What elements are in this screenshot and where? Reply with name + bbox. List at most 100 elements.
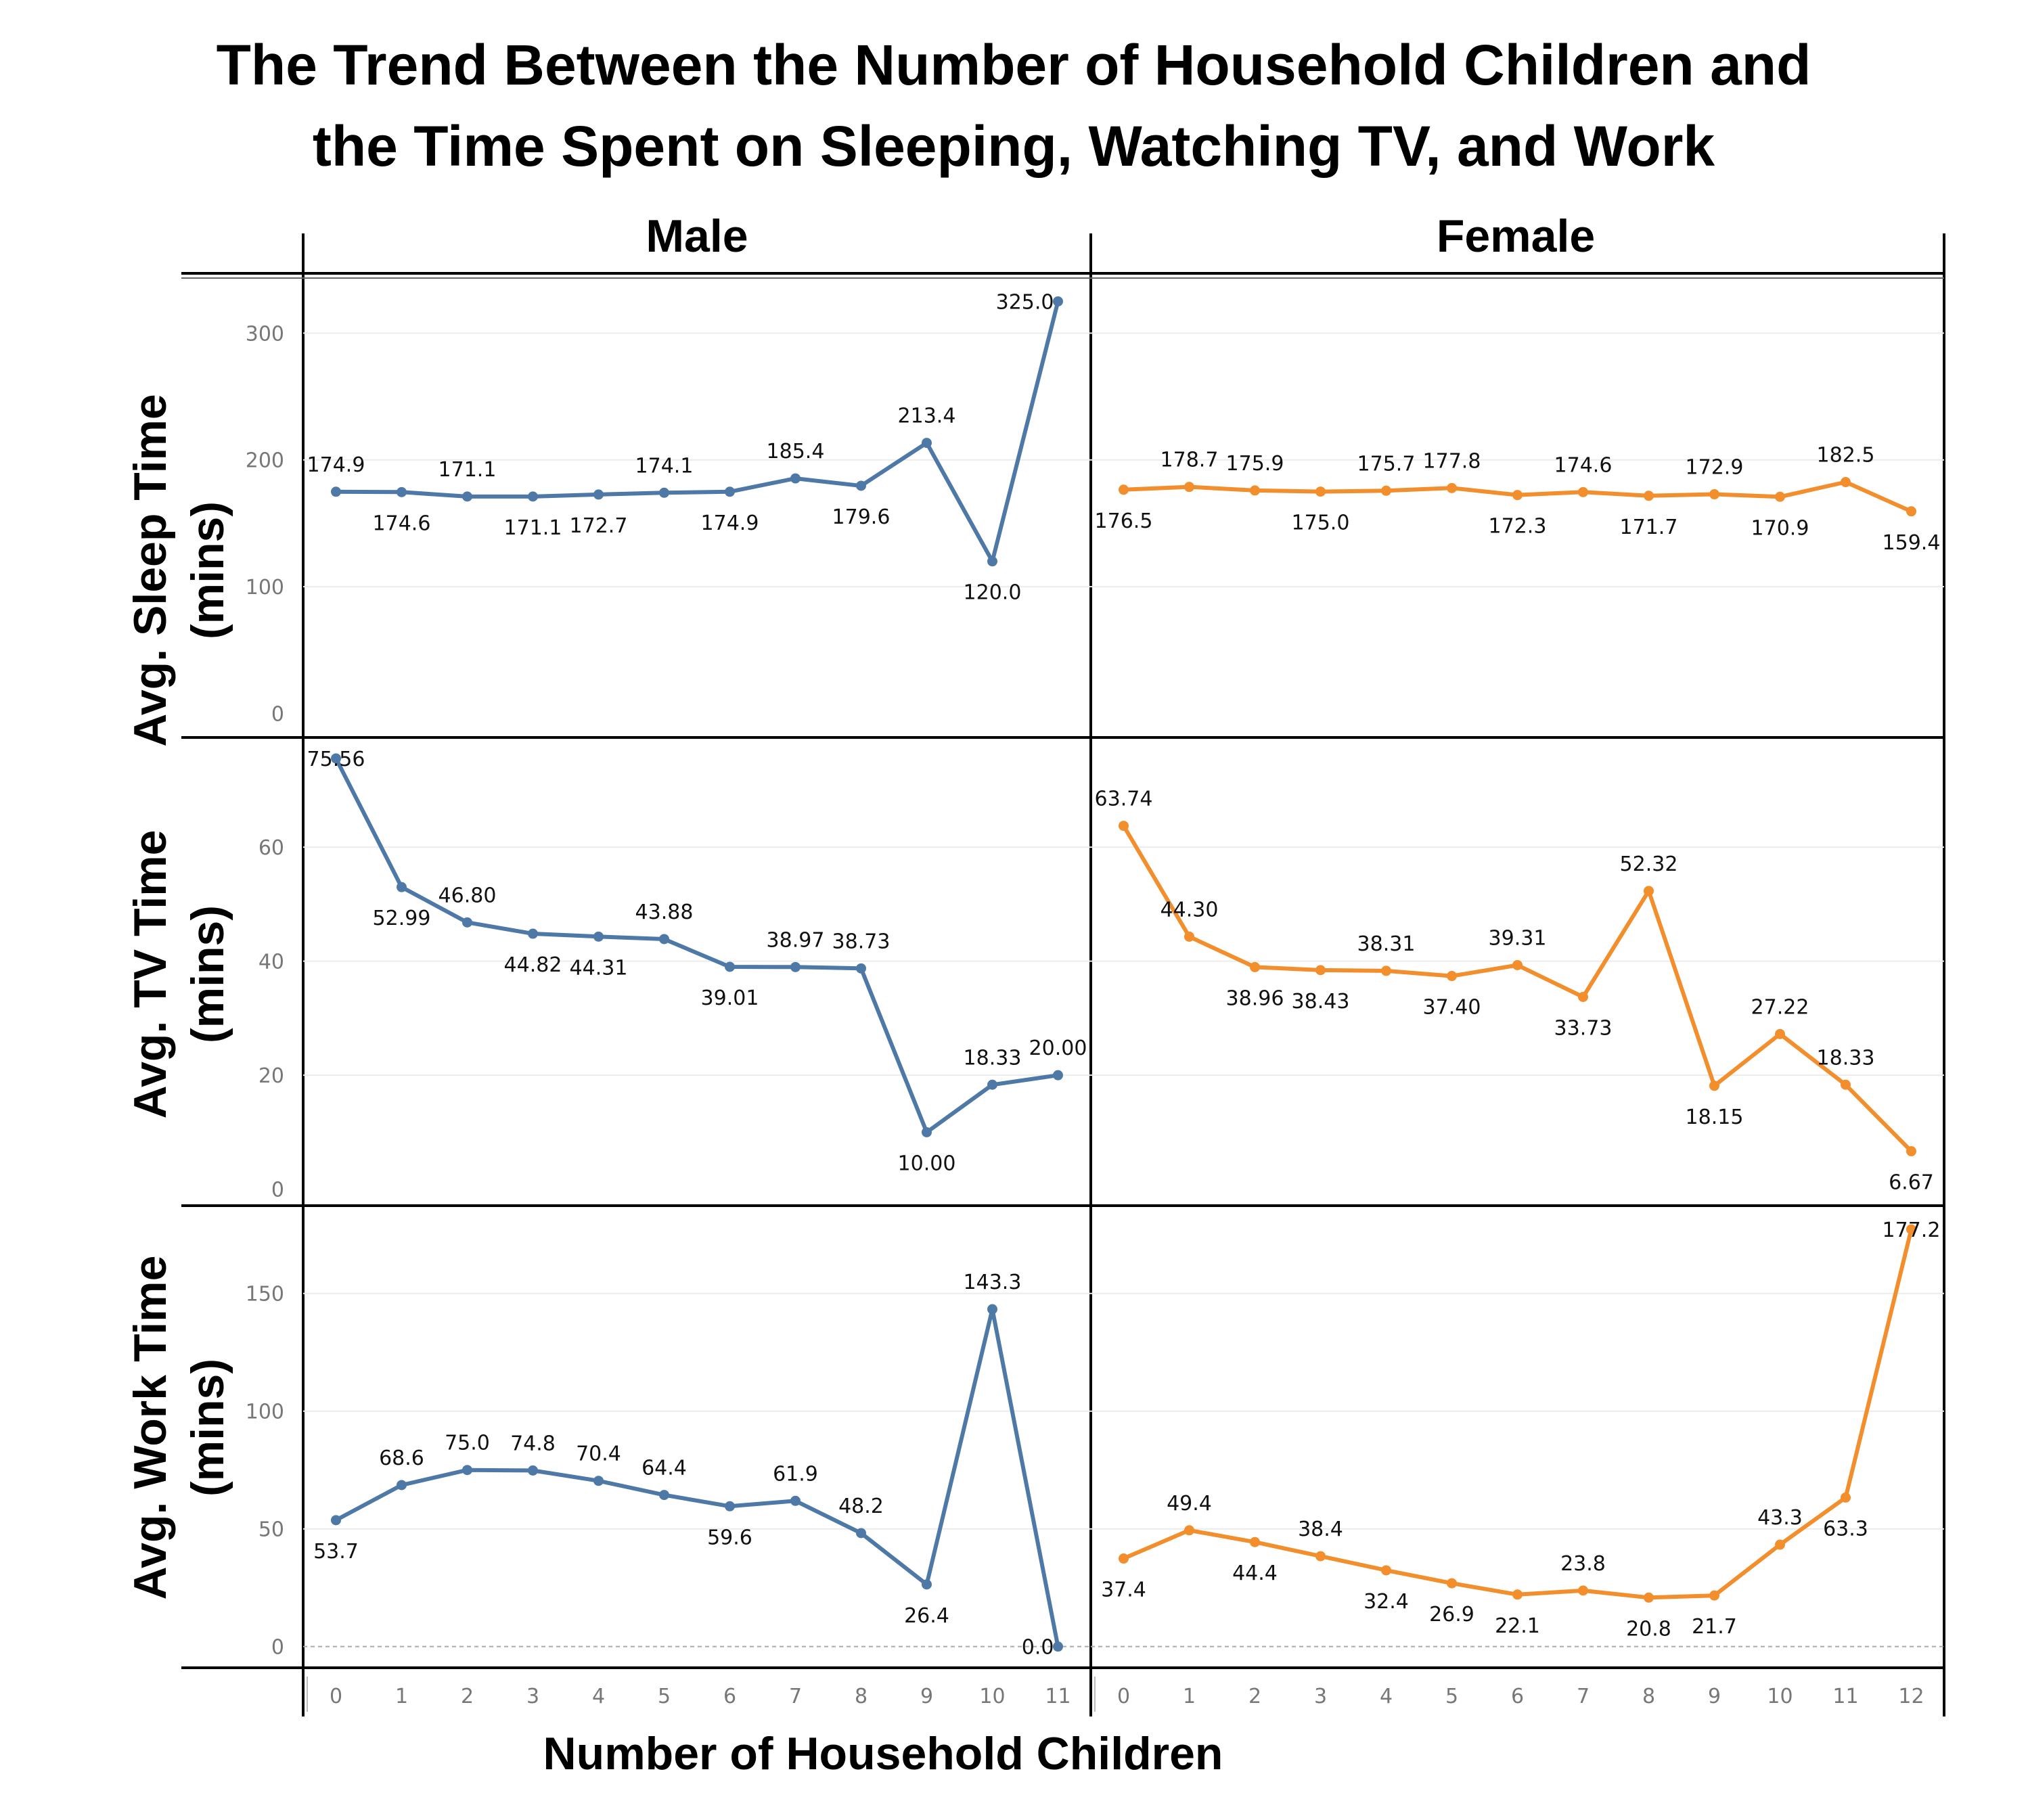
data-point	[1709, 1590, 1719, 1601]
y-tick-label: 0	[271, 703, 284, 727]
x-tick-label: 0	[1117, 1685, 1130, 1708]
data-point	[1315, 486, 1326, 497]
y-tick-label: 0	[271, 1636, 284, 1660]
data-point	[922, 1579, 932, 1590]
data-label: 44.82	[504, 953, 562, 977]
data-label: 143.3	[964, 1271, 1022, 1294]
data-point	[1709, 1080, 1719, 1091]
data-point	[397, 882, 407, 892]
data-label: 171.1	[438, 458, 497, 482]
data-label: 10.00	[898, 1152, 956, 1175]
data-point	[1250, 485, 1260, 496]
row-header-work: Avg. Work Time (mins)	[125, 1256, 233, 1600]
data-label: 44.30	[1161, 898, 1219, 922]
x-tick-label: 3	[1314, 1685, 1327, 1708]
x-tick-label: 1	[395, 1685, 408, 1708]
data-point	[922, 1127, 932, 1137]
x-axis-title: Number of Household Children	[543, 1728, 1223, 1779]
x-tick-label: 0	[330, 1685, 342, 1708]
data-label: 38.4	[1298, 1518, 1343, 1541]
y-tick-label: 150	[246, 1283, 284, 1306]
data-label: 38.96	[1226, 986, 1284, 1010]
row-header-tv: Avg. TV Time (mins)	[125, 830, 233, 1119]
data-label: 18.33	[1817, 1046, 1875, 1070]
data-label: 176.5	[1095, 509, 1153, 533]
data-label: 177.2	[1883, 1219, 1941, 1242]
data-point	[987, 1079, 997, 1090]
data-point	[1512, 959, 1523, 970]
x-tick-label: 10	[1767, 1685, 1793, 1708]
data-point	[922, 438, 932, 449]
x-tick-label: 6	[723, 1685, 736, 1708]
data-point	[331, 486, 341, 497]
data-label: 52.99	[373, 907, 431, 930]
data-label: 177.8	[1423, 449, 1481, 473]
series-line-male	[334, 757, 1058, 1135]
data-point	[1906, 1146, 1916, 1157]
x-tick-label: 12	[1898, 1685, 1924, 1708]
data-label: 59.6	[707, 1526, 752, 1549]
data-point	[1447, 1578, 1457, 1589]
data-label: 46.80	[438, 884, 497, 907]
data-label: 64.4	[641, 1457, 687, 1480]
data-point	[1119, 821, 1129, 832]
data-point	[1644, 886, 1654, 896]
x-tick-label: 4	[592, 1685, 605, 1708]
data-point	[1315, 1551, 1326, 1562]
panel-female-0: 176.5 178.7 175.9 175.0 175.7 177.8 172.3 174.6…	[1091, 332, 1944, 588]
data-label: 61.9	[773, 1462, 818, 1486]
data-point	[1709, 489, 1719, 500]
data-point	[1053, 1641, 1063, 1652]
data-label: 74.8	[510, 1432, 556, 1455]
x-tick-label: 10	[979, 1685, 1005, 1708]
data-point	[1184, 1525, 1194, 1536]
data-label: 38.31	[1357, 932, 1416, 956]
data-label: 171.7	[1620, 516, 1678, 539]
x-tick-label: 8	[1642, 1685, 1655, 1708]
data-label: 159.4	[1883, 531, 1941, 555]
data-point	[790, 961, 801, 972]
data-label: 174.1	[635, 454, 694, 478]
data-label: 44.4	[1232, 1562, 1278, 1585]
series-line-female	[1123, 1229, 1914, 1600]
y-tick-label: 0	[271, 1179, 284, 1202]
x-tick-label: 11	[1045, 1685, 1071, 1708]
data-label: 213.4	[898, 405, 956, 428]
panel-male-0: 0 100 200 300 174.9 174.6 171.1 171.1 172.7 174.1…	[246, 290, 1091, 727]
data-label: 43.88	[635, 901, 694, 924]
data-point	[659, 1490, 669, 1501]
y-tick-label: 300	[246, 322, 284, 346]
data-label: 175.9	[1226, 452, 1284, 476]
data-label: 75.56	[307, 748, 365, 771]
x-tick-label: 7	[1577, 1685, 1590, 1708]
data-label: 75.0	[445, 1432, 490, 1455]
data-label: 175.0	[1292, 511, 1350, 535]
row-header-sleep-line-1: Avg. Sleep Time	[125, 394, 176, 747]
data-label: 174.9	[307, 453, 365, 477]
y-tick-label: 60	[258, 836, 284, 860]
data-point	[1841, 477, 1851, 488]
data-label: 179.6	[832, 505, 891, 529]
x-tick-label: 8	[855, 1685, 867, 1708]
panel-male-1: 0 20 40 60 75.56 52.99 46.80 44.82 44.31 43.88 39.…	[258, 748, 1091, 1202]
data-point	[1775, 491, 1785, 502]
data-point	[462, 1465, 472, 1476]
data-label: 70.4	[576, 1442, 621, 1466]
row-header-tv-line-2: (mins)	[182, 905, 233, 1043]
panel-female-2: 0 1 2 3 4 5 6 7 8 9 10 11 1237.449.444.438.432.426.9…	[1091, 1219, 1944, 1712]
data-label: 20.8	[1626, 1617, 1671, 1641]
data-label: 171.1	[504, 516, 562, 540]
data-label: 37.40	[1423, 996, 1481, 1020]
row-header-sleep: Avg. Sleep Time (mins)	[125, 394, 233, 747]
data-label: 18.15	[1686, 1106, 1744, 1129]
data-point	[397, 1480, 407, 1491]
data-label: 49.4	[1167, 1492, 1212, 1516]
data-point	[790, 473, 801, 484]
data-point	[1775, 1028, 1785, 1039]
data-point	[1578, 991, 1588, 1002]
data-point	[987, 556, 997, 567]
data-point	[1381, 485, 1391, 496]
data-label: 170.9	[1751, 516, 1809, 540]
x-tick-label: 2	[1248, 1685, 1261, 1708]
